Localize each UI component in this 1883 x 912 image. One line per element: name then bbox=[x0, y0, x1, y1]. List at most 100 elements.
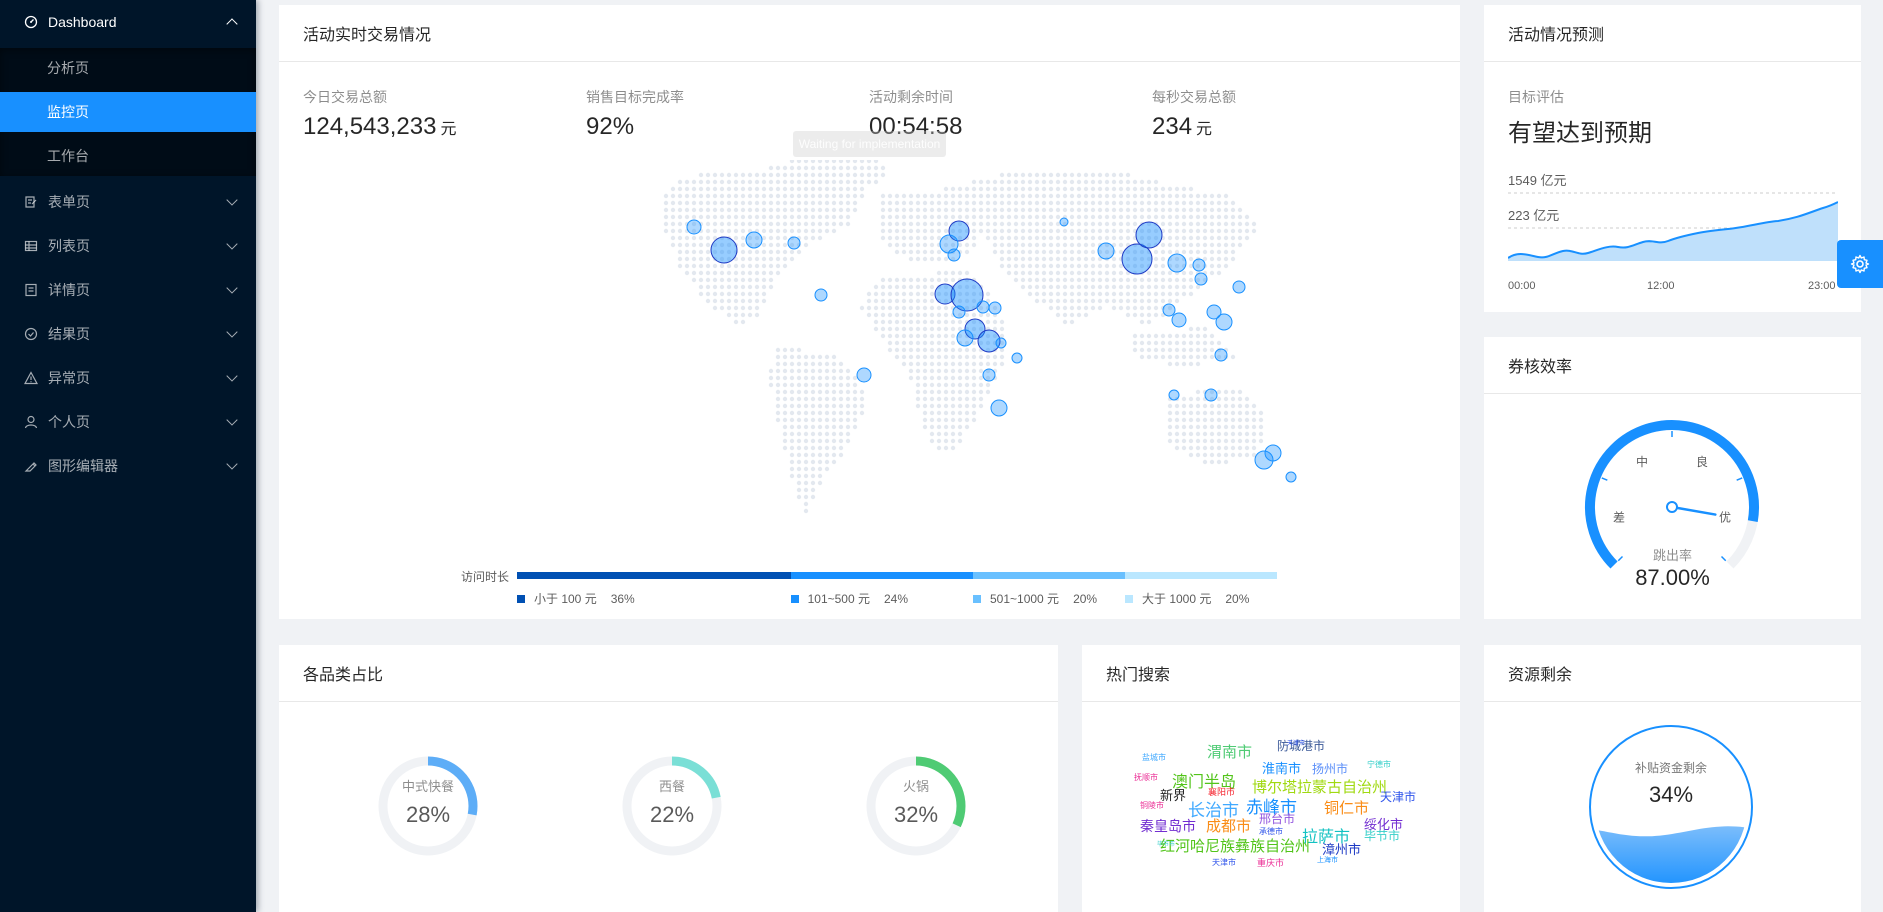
submenu-analysis[interactable]: 分析页 bbox=[47, 60, 89, 76]
hot-search-word[interactable]: 重庆市 bbox=[1257, 858, 1285, 868]
menu-item-4[interactable]: 异常页 bbox=[0, 356, 256, 400]
map-dot bbox=[1125, 277, 1131, 283]
map-dot bbox=[740, 270, 746, 276]
hot-search-word[interactable]: 成都市 bbox=[1206, 818, 1252, 835]
hot-search-word[interactable]: 防城港市 bbox=[1277, 739, 1326, 753]
map-dot bbox=[929, 403, 935, 409]
map-dot bbox=[936, 277, 942, 283]
map-dot bbox=[740, 200, 746, 206]
map-dot bbox=[845, 382, 851, 388]
hot-search-word[interactable]: 博尔塔拉蒙古自治州 bbox=[1252, 779, 1388, 796]
map-dot bbox=[1181, 200, 1187, 206]
map-dot bbox=[1139, 298, 1145, 304]
hot-search-word[interactable]: 抚顺市 bbox=[1134, 773, 1158, 782]
hot-search-word[interactable]: 天津市 bbox=[1287, 741, 1306, 747]
map-dot bbox=[873, 160, 879, 164]
menu-item-1[interactable]: 列表页 bbox=[0, 224, 256, 268]
map-dot bbox=[824, 382, 830, 388]
map-dot bbox=[733, 200, 739, 206]
map-dot bbox=[1076, 249, 1082, 255]
map-dot bbox=[936, 326, 942, 332]
map-dot bbox=[971, 242, 977, 248]
map-dot bbox=[922, 424, 928, 430]
map-dot bbox=[719, 249, 725, 255]
hot-search-word[interactable]: 绥化市 bbox=[1364, 817, 1404, 832]
map-dot bbox=[1181, 228, 1187, 234]
hot-search-word[interactable]: 澳门半岛 bbox=[1172, 774, 1237, 791]
hot-search-word[interactable]: 天津市 bbox=[1212, 858, 1236, 867]
map-dot bbox=[943, 235, 949, 241]
map-dot bbox=[761, 172, 767, 178]
map-dot bbox=[803, 459, 809, 465]
map-dot bbox=[894, 277, 900, 283]
map-dot bbox=[768, 235, 774, 241]
map-dot bbox=[1181, 396, 1187, 402]
hot-search-word[interactable]: 承德市 bbox=[1259, 827, 1283, 836]
map-dot bbox=[1069, 228, 1075, 234]
map-dot bbox=[1083, 263, 1089, 269]
hot-search-word[interactable]: 秦皇岛市 bbox=[1140, 818, 1196, 834]
hot-search-word[interactable]: 长治市 bbox=[1188, 801, 1239, 820]
map-dot bbox=[775, 221, 781, 227]
hot-search-word[interactable]: 上海市 bbox=[1317, 857, 1338, 864]
map-dot bbox=[1181, 270, 1187, 276]
map-dot bbox=[768, 214, 774, 220]
map-dot bbox=[985, 214, 991, 220]
map-dot bbox=[894, 319, 900, 325]
map-dot bbox=[1076, 242, 1082, 248]
stat-number: 92% bbox=[586, 113, 635, 140]
menu-item-0[interactable]: 表单页 bbox=[0, 180, 256, 224]
hot-search-word[interactable]: 铜陵市 bbox=[1140, 801, 1164, 810]
map-dot bbox=[929, 368, 935, 374]
map-dot bbox=[1097, 270, 1103, 276]
hot-search-word[interactable]: 漳州市 bbox=[1322, 842, 1362, 857]
menu-dashboard[interactable]: Dashboard bbox=[0, 0, 256, 44]
hot-search-word[interactable]: 邢台市 bbox=[1259, 812, 1296, 826]
hot-search-word[interactable]: 红河哈尼族彝族自治州 bbox=[1160, 838, 1311, 855]
map-dot bbox=[1083, 228, 1089, 234]
map-dot bbox=[1062, 291, 1068, 297]
hot-search-word[interactable]: 铜仁市 bbox=[1324, 800, 1370, 817]
submenu-workplace[interactable]: 工作台 bbox=[47, 148, 89, 164]
map-dot bbox=[740, 242, 746, 248]
map-dot bbox=[1069, 263, 1075, 269]
forecast-title: 活动情况预测 bbox=[1484, 5, 1861, 62]
submenu-monitor[interactable]: 监控页 bbox=[0, 92, 256, 132]
profile-icon bbox=[24, 283, 38, 297]
map-dot bbox=[1223, 445, 1229, 451]
map-dot bbox=[1195, 445, 1201, 451]
hot-search-word[interactable]: 淮南市 bbox=[1262, 761, 1302, 776]
wave-outer-ring bbox=[1589, 725, 1753, 889]
hot-search-word[interactable]: 天津市 bbox=[1380, 790, 1417, 804]
map-dot bbox=[901, 235, 907, 241]
hot-search-word[interactable]: 新界 bbox=[1160, 788, 1187, 803]
hot-search-word[interactable]: 盐城市 bbox=[1142, 753, 1166, 762]
map-dot bbox=[810, 160, 816, 164]
map-dot bbox=[1167, 228, 1173, 234]
hot-search-word[interactable]: 宁德市 bbox=[1367, 760, 1391, 769]
hot-search-word[interactable]: 毕节市 bbox=[1157, 842, 1176, 848]
hot-search-word[interactable]: 扬州市 bbox=[1312, 762, 1349, 776]
map-dot bbox=[1048, 242, 1054, 248]
hot-search-word[interactable]: 拉萨市 bbox=[1302, 829, 1351, 846]
map-dot bbox=[1069, 298, 1075, 304]
map-dot bbox=[915, 403, 921, 409]
map-dot bbox=[852, 172, 858, 178]
settings-drawer-button[interactable] bbox=[1837, 240, 1883, 288]
menu-item-2[interactable]: 详情页 bbox=[0, 268, 256, 312]
map-dot bbox=[1097, 228, 1103, 234]
hot-search-word[interactable]: 渭南市 bbox=[1207, 744, 1253, 761]
menu-item-5[interactable]: 个人页 bbox=[0, 400, 256, 444]
hot-search-word[interactable]: 襄阳市 bbox=[1208, 787, 1236, 797]
map-dot bbox=[754, 277, 760, 283]
hot-search-word[interactable]: 毕节市 bbox=[1364, 829, 1401, 843]
map-dot bbox=[985, 179, 991, 185]
map-dot bbox=[1139, 305, 1145, 311]
map-dot bbox=[894, 228, 900, 234]
map-dot bbox=[1223, 410, 1229, 416]
menu-item-3[interactable]: 结果页 bbox=[0, 312, 256, 356]
map-dot bbox=[775, 410, 781, 416]
map-dot bbox=[1076, 263, 1082, 269]
menu-item-6[interactable]: 图形编辑器 bbox=[0, 444, 256, 488]
hot-search-word[interactable]: 赤峰市 bbox=[1246, 798, 1297, 817]
